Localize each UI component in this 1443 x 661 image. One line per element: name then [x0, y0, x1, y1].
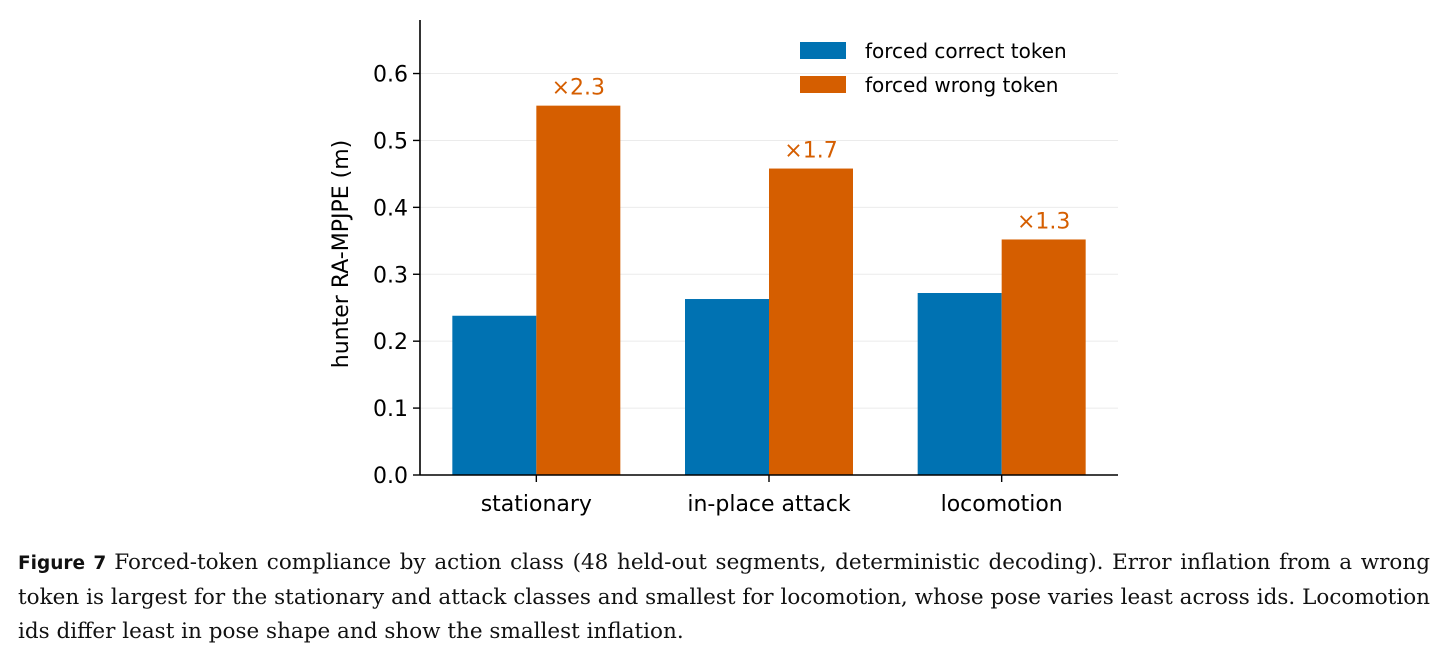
- x-tick-label: stationary: [481, 492, 592, 517]
- y-tick-label: 0.1: [373, 397, 408, 422]
- x-ticks: stationary in-place attack locomotion: [481, 475, 1063, 517]
- legend-swatch: [800, 42, 846, 59]
- bars: [452, 105, 1086, 475]
- bar-annotations: ×2.3 ×1.7 ×1.3: [552, 76, 1071, 235]
- y-tick-label: 0.2: [373, 330, 408, 355]
- y-tick-label: 0.0: [373, 464, 408, 489]
- y-ticks: 0.0 0.1 0.2 0.3 0.4 0.5 0.6: [373, 63, 420, 489]
- y-tick-label: 0.5: [373, 129, 408, 154]
- bar-chart: ×2.3 ×1.7 ×1.3 0.0 0.1 0.2 0.3 0.4 0.5 0.6 stati…: [329, 20, 1118, 517]
- legend: forced correct token forced wrong token: [800, 39, 1067, 97]
- bar: [685, 299, 769, 475]
- inflation-annotation: ×1.3: [1017, 209, 1070, 234]
- bar: [536, 105, 621, 475]
- inflation-annotation: ×2.3: [552, 76, 605, 101]
- y-tick-label: 0.4: [373, 196, 408, 221]
- y-axis-label: hunter RA-MPJPE (m): [329, 140, 354, 368]
- caption-text: Forced-token compliance by action class …: [18, 550, 1430, 644]
- bar: [452, 315, 537, 475]
- x-tick-label: locomotion: [941, 492, 1063, 517]
- figure-caption: Figure 7 Forced-token compliance by actio…: [18, 546, 1430, 649]
- y-tick-label: 0.3: [373, 263, 408, 288]
- bar: [917, 293, 1002, 475]
- inflation-annotation: ×1.7: [784, 139, 837, 164]
- bar: [1001, 239, 1086, 475]
- legend-label: forced correct token: [865, 39, 1067, 63]
- legend-swatch: [800, 76, 846, 93]
- y-tick-label: 0.6: [373, 63, 408, 88]
- legend-label: forced wrong token: [865, 73, 1058, 97]
- figure-label: Figure 7: [18, 553, 107, 574]
- x-tick-label: in-place attack: [687, 492, 850, 517]
- bar: [769, 168, 853, 475]
